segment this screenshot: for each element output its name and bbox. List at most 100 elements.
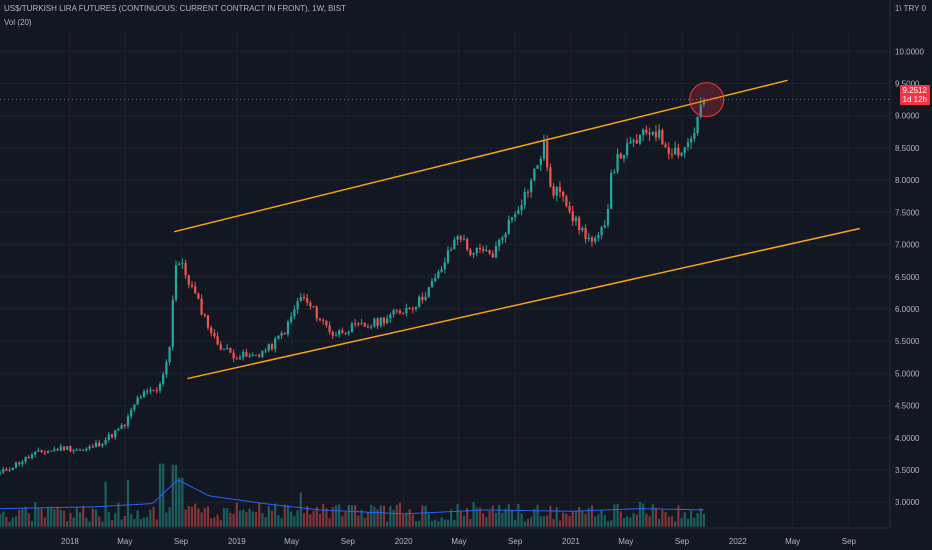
volume-bar [334,505,338,527]
volume-bar [264,517,267,527]
candle-body [402,312,405,314]
candle-body [104,439,107,445]
candle-body [594,237,597,242]
candle-body [507,219,510,234]
candle-body [421,296,424,300]
volume-bar [565,513,568,527]
x-tick-label: Sep [508,537,523,546]
candle-body [62,446,66,450]
volume-bar [696,513,699,527]
volume-bar [363,517,366,527]
candle-body [315,306,318,319]
x-tick-label: 2018 [61,537,79,546]
candle-body [619,153,622,159]
volume-bar [290,511,293,527]
volume-bar [482,513,485,527]
x-tick-label: May [618,537,633,546]
candle-body [664,144,667,148]
volume-bar [309,514,312,527]
volume-bar [114,513,117,527]
candle-body [475,248,478,254]
candle-body [120,424,123,429]
candle-body [517,210,520,215]
x-tick-label: Sep [174,537,189,546]
volume-bar [600,510,603,527]
candle-body [229,347,232,353]
volume-bar [210,518,213,527]
volume-bar [318,513,322,527]
volume-indicator-label[interactable]: Vol (20) [4,18,32,27]
candle-body [581,227,584,231]
candle-body [213,333,216,337]
volume-bar [53,509,56,527]
volume-bar [130,514,133,527]
candle-body [98,442,101,447]
candle-body [162,374,165,384]
candle-body [126,416,130,426]
chart-title: US$/TURKISH LIRA FUTURES (CONTINUOUS: CU… [4,4,346,13]
candle-body [334,334,338,336]
channel-lower-line [187,227,860,380]
candle-body [107,434,110,440]
candle-body [469,249,472,255]
candle-body [379,317,382,326]
candle-body [171,299,174,347]
volume-bar [322,504,325,527]
volume-bar [293,516,296,527]
volume-bar [133,518,136,527]
candle-body [408,308,411,310]
volume-bar [229,512,232,527]
candle-body [382,317,386,324]
candle-body [338,330,341,335]
candle-body [34,451,37,455]
volume-bar [418,520,421,527]
candle-body [546,141,549,168]
candle-body [94,442,98,448]
volume-bar [549,506,552,527]
candle-body [267,344,270,351]
candle-body [347,331,350,334]
volume-bar [267,506,270,527]
x-tick-label: May [284,537,299,546]
candle-body [552,186,555,196]
volume-bar [123,515,126,527]
volume-bar [677,505,680,527]
volume-bar [110,520,114,527]
candle-body [46,451,50,453]
volume-bar [5,516,8,527]
x-tick-label: 2019 [228,537,246,546]
volume-bar [488,510,491,527]
highlight-circle [689,82,725,118]
volume-bar [85,517,88,527]
volume-bar [430,520,434,527]
candle-body [536,165,539,169]
volume-bar [578,507,581,527]
candle-body [418,296,421,307]
candle-body [696,116,699,134]
volume-bar [514,519,517,527]
candle-body [648,132,651,135]
candle-body [254,354,258,356]
volume-bar [27,513,30,527]
volume-bar [533,508,536,527]
volume-bar [37,507,40,527]
candle-body [526,191,530,193]
candle-body [165,362,168,375]
candle-body [450,249,453,251]
volume-bar [597,514,600,527]
volume-bar [530,517,533,527]
candle-body [363,323,366,327]
volume-bar [520,513,523,527]
volume-bar [584,513,587,527]
volume-bar [101,521,104,527]
volume-bar [702,513,706,527]
candle-body [392,310,395,315]
volume-bar [456,503,459,527]
candle-body [530,180,533,193]
candle-body [130,409,133,417]
volume-bar [699,508,702,527]
currency-label[interactable]: 1\ TRY 0 [894,4,926,13]
volume-bar [56,506,59,527]
volume-bar [651,504,654,527]
